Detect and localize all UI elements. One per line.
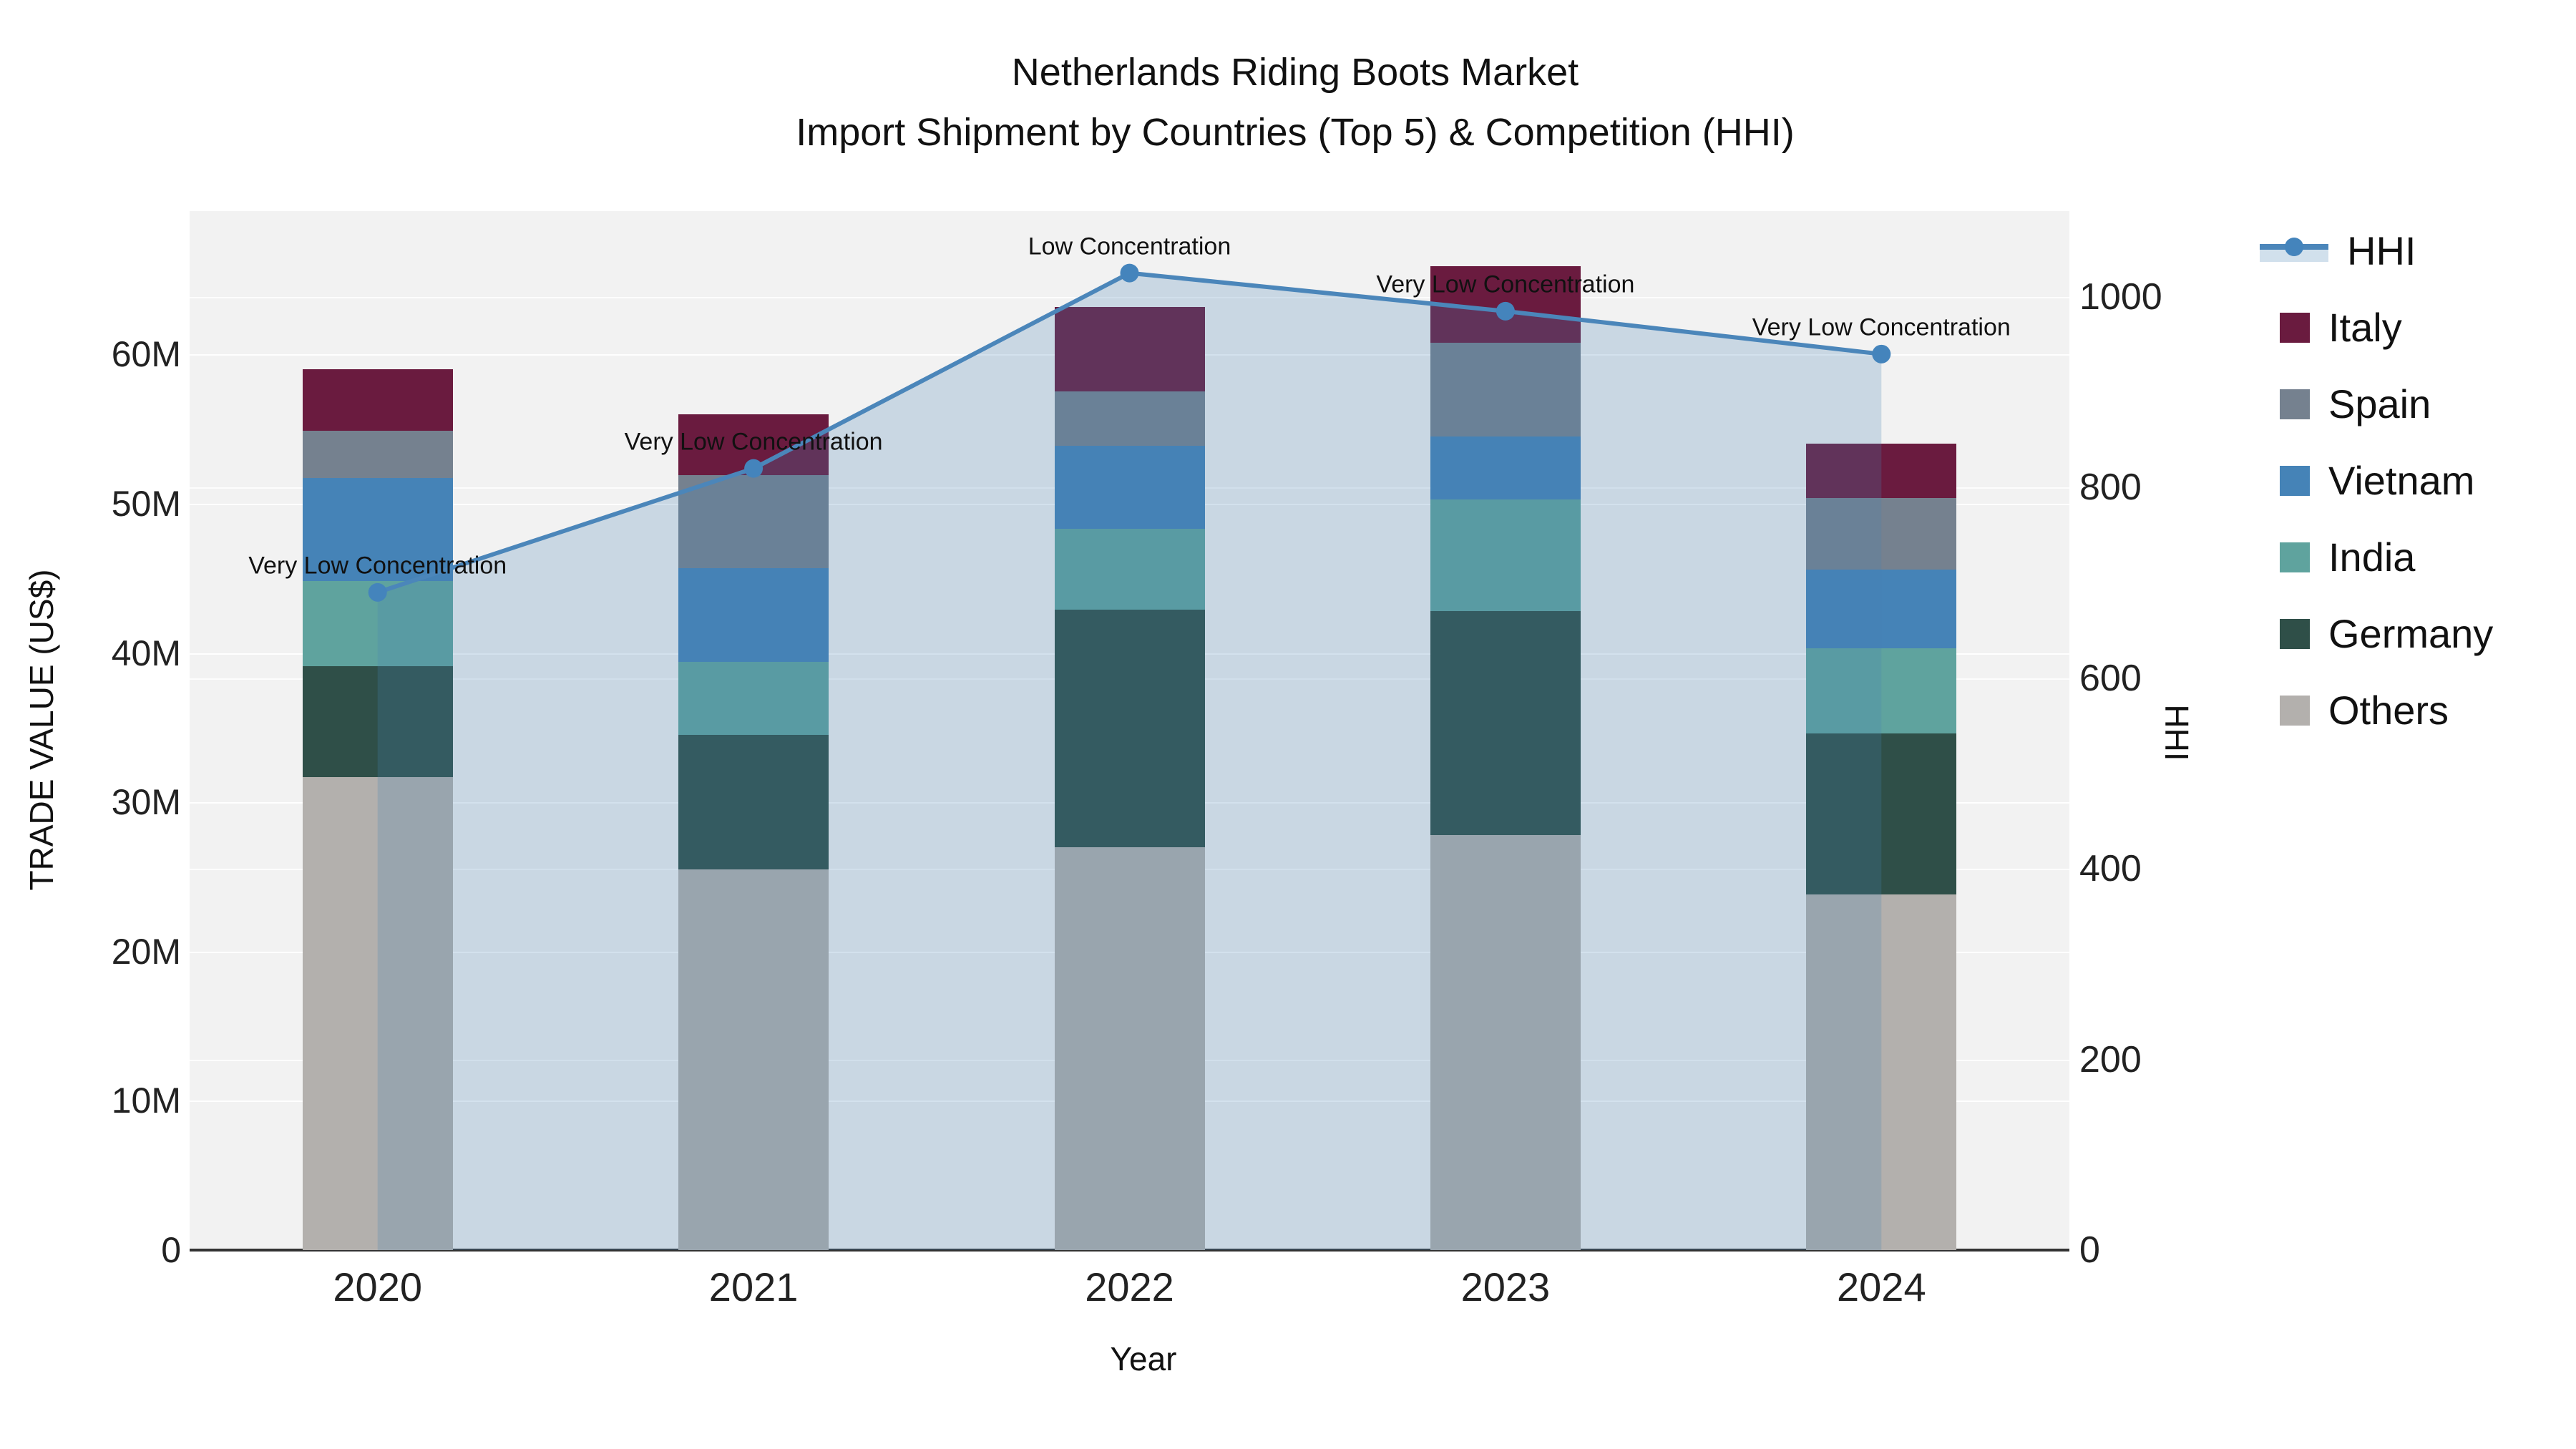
legend-color-swatch-spain	[2280, 389, 2310, 419]
y2-tick-label-600: 600	[2079, 657, 2142, 699]
legend-hhi-marker-icon	[2285, 237, 2303, 256]
legend-color-swatch-italy	[2280, 312, 2310, 343]
annotation-2020: Very Low Concentration	[248, 552, 507, 580]
x-tick-label-2024: 2024	[1837, 1264, 1926, 1309]
legend-item-hhi[interactable]: HHI	[2260, 228, 2493, 274]
bar-segment-india-2023	[1430, 499, 1581, 612]
bar-segment-others-2022	[1054, 847, 1205, 1250]
bar-segment-vietnam-2024	[1806, 569, 1957, 649]
legend-item-spain[interactable]: Spain	[2260, 381, 2493, 427]
bar-segment-germany-2021	[678, 735, 829, 869]
bar-segment-italy-2024	[1806, 444, 1957, 498]
legend-label-italy: Italy	[2328, 305, 2402, 350]
y-tick-label-10M: 10M	[111, 1080, 181, 1121]
x-tick-label-2023: 2023	[1460, 1264, 1551, 1309]
legend-label-germany: Germany	[2328, 611, 2494, 656]
x-axis-title: Year	[1110, 1340, 1177, 1377]
bar-segment-spain-2023	[1430, 342, 1581, 436]
y-tick-label-20M: 20M	[111, 931, 181, 972]
y2-tick-label-800: 800	[2079, 467, 2142, 509]
annotation-2024: Very Low Concentration	[1752, 313, 2011, 341]
legend-label-vietnam: Vietnam	[2328, 458, 2475, 503]
x-tick-label-2022: 2022	[1085, 1264, 1174, 1309]
bar-segment-spain-2021	[678, 475, 829, 568]
legend-hhi-line-swatch	[2260, 236, 2328, 266]
legend-item-vietnam[interactable]: Vietnam	[2260, 457, 2493, 504]
bar-segment-italy-2020	[302, 369, 453, 431]
y-tick-label-40M: 40M	[111, 633, 181, 673]
bar-segment-vietnam-2021	[678, 567, 829, 663]
annotation-2022: Low Concentration	[1028, 233, 1231, 260]
legend-item-others[interactable]: Others	[2260, 687, 2493, 733]
y-tick-label-0: 0	[161, 1230, 181, 1270]
x-tick-label-2021: 2021	[708, 1264, 799, 1309]
bar-segment-others-2024	[1806, 894, 1957, 1250]
y-axis-title: TRADE VALUE (US$)	[23, 569, 60, 891]
y2-tick-label-400: 400	[2079, 848, 2142, 890]
y-tick-label-50M: 50M	[111, 483, 181, 524]
bar-segment-spain-2020	[302, 430, 453, 479]
y2-axis-title: HHI	[2158, 704, 2195, 761]
legend-item-india[interactable]: India	[2260, 534, 2493, 580]
y2-tick-label-200: 200	[2079, 1038, 2142, 1080]
hhi-marker-2024	[1872, 344, 1891, 364]
bar-segment-others-2023	[1430, 835, 1581, 1250]
hhi-marker-2023	[1496, 301, 1515, 321]
x-axis-line	[190, 1249, 2069, 1252]
legend-color-swatch-india	[2280, 542, 2310, 572]
legend-label-spain: Spain	[2328, 381, 2431, 426]
bar-segment-germany-2024	[1806, 733, 1957, 895]
bar-segment-vietnam-2023	[1430, 436, 1581, 499]
hhi-marker-2022	[1120, 263, 1139, 283]
y-tick-label-30M: 30M	[111, 782, 181, 823]
y2-tick-label-0: 0	[2079, 1229, 2100, 1271]
chart-title: Netherlands Riding Boots Market Import S…	[0, 43, 2576, 162]
bar-segment-italy-2022	[1054, 306, 1205, 392]
legend-item-italy[interactable]: Italy	[2260, 304, 2493, 351]
bar-segment-india-2021	[678, 662, 829, 736]
legend: HHI Italy Spain Vietnam India Germany Others	[2260, 228, 2493, 733]
bar-segment-spain-2022	[1054, 391, 1205, 446]
bar-segment-germany-2020	[302, 666, 453, 777]
x-tick-label-2020: 2020	[333, 1264, 422, 1309]
hhi-marker-2020	[368, 582, 387, 602]
bar-segment-others-2021	[678, 869, 829, 1250]
legend-label-india: India	[2328, 535, 2416, 580]
y2-tick-label-1000: 1000	[2079, 275, 2162, 318]
bar-segment-india-2024	[1806, 648, 1957, 734]
legend-label-others: Others	[2328, 688, 2449, 733]
chart-title-line2: Import Shipment by Countries (Top 5) & C…	[796, 110, 1795, 154]
chart-title-line1: Netherlands Riding Boots Market	[1011, 51, 1579, 94]
legend-color-swatch-vietnam	[2280, 465, 2310, 496]
legend-color-swatch-others	[2280, 695, 2310, 726]
hhi-overlay	[368, 263, 1891, 1250]
bar-segment-germany-2022	[1054, 610, 1205, 847]
hhi-marker-2021	[744, 459, 763, 478]
bar-segment-germany-2023	[1430, 611, 1581, 836]
gridline-hhi-1000	[190, 296, 2069, 298]
bar-segment-vietnam-2020	[302, 478, 453, 582]
bar-segment-others-2020	[302, 776, 453, 1250]
legend-label-hhi: HHI	[2347, 228, 2416, 273]
bar-segment-vietnam-2022	[1054, 445, 1205, 530]
annotation-2023: Very Low Concentration	[1376, 270, 1635, 298]
y-tick-label-60M: 60M	[111, 334, 181, 375]
legend-color-swatch-germany	[2280, 618, 2310, 649]
hhi-area	[377, 273, 1882, 1250]
bar-segment-spain-2024	[1806, 497, 1957, 570]
bar-segment-india-2022	[1054, 529, 1205, 610]
annotation-2021: Very Low Concentration	[624, 428, 883, 456]
legend-item-germany[interactable]: Germany	[2260, 610, 2493, 657]
